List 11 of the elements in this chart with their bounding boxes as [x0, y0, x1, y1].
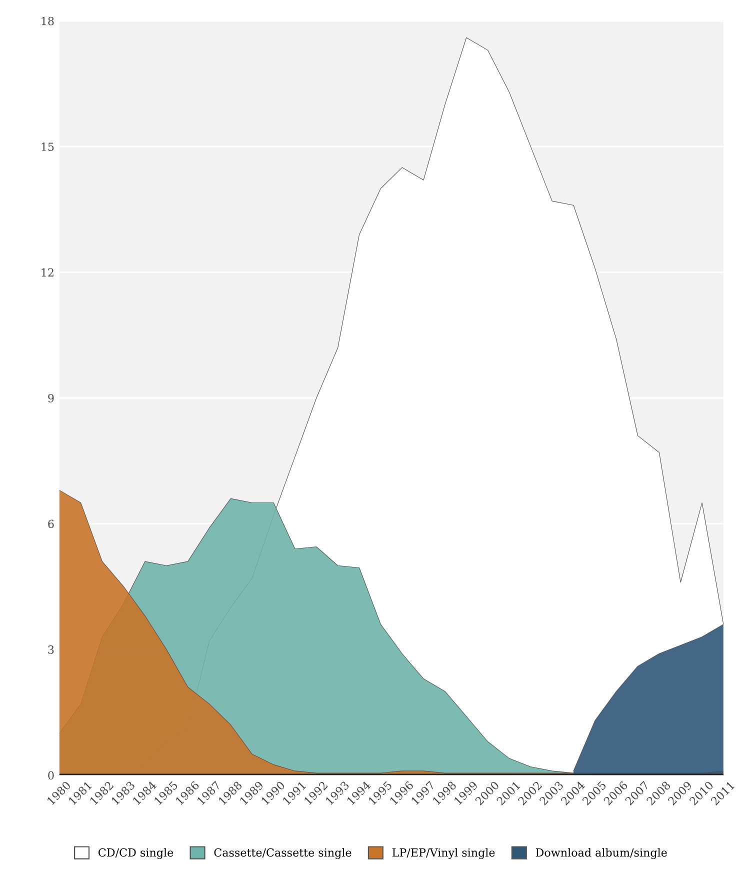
y-tick-label: 9 [48, 394, 54, 402]
y-tick-label: 3 [48, 645, 54, 654]
y-tick-label: 0 [48, 771, 54, 780]
legend-label: CD/CD single [98, 848, 174, 859]
y-tick-label: 18 [42, 16, 54, 26]
legend-label: LP/EP/Vinyl single [392, 848, 495, 859]
y-tick-label: 6 [48, 520, 54, 528]
legend-label: Download album/single [536, 848, 667, 859]
y-tick-label: 12 [42, 268, 54, 277]
legend-label: Cassette/Cassette single [214, 848, 352, 859]
y-tick-label: 15 [42, 142, 54, 151]
